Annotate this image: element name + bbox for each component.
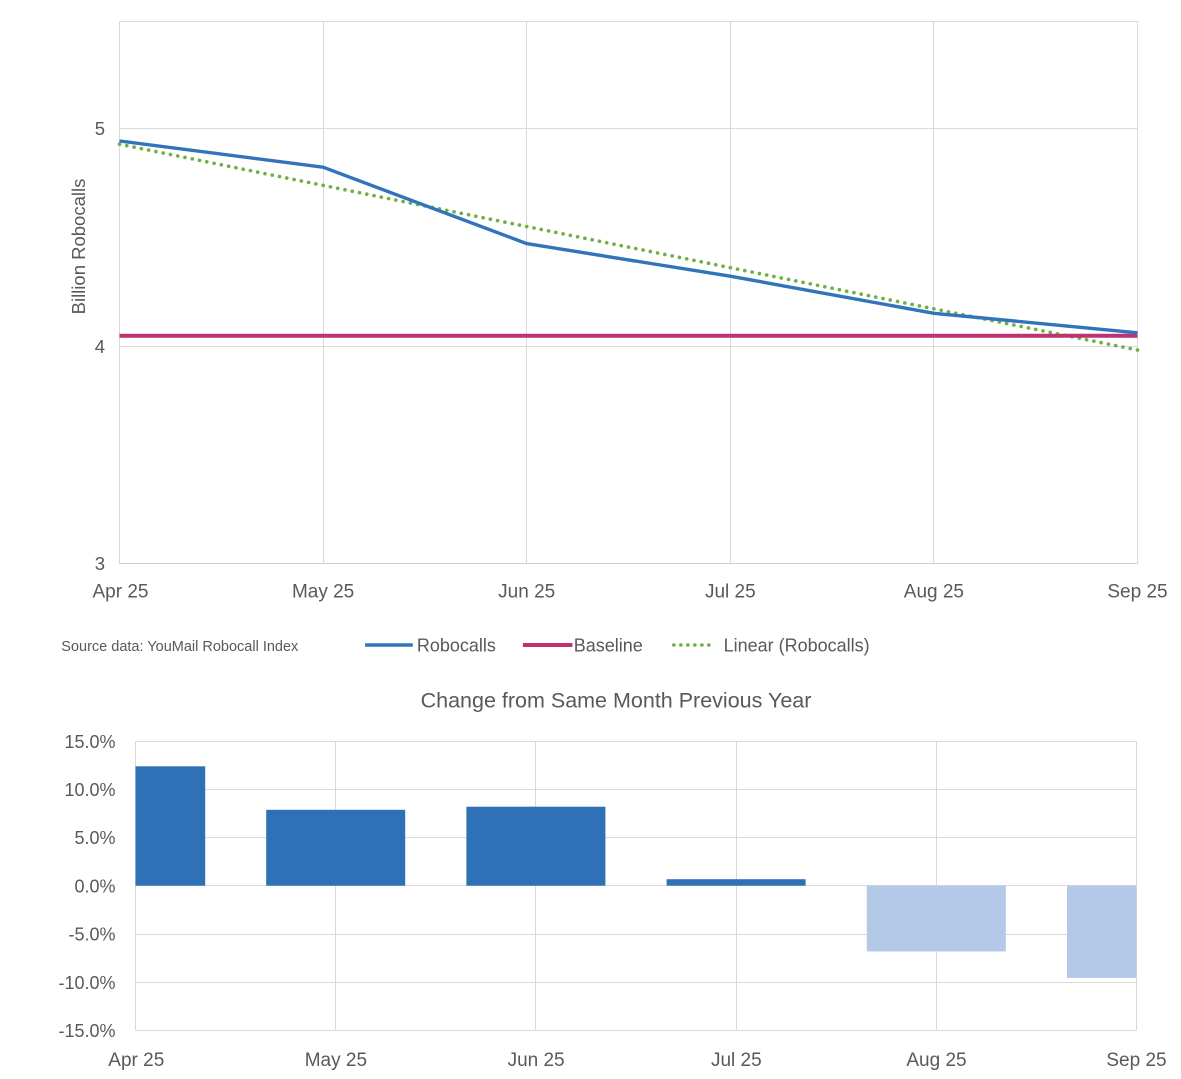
svg-text:Apr 25: Apr 25 xyxy=(93,582,149,603)
svg-text:Baseline: Baseline xyxy=(574,635,643,655)
svg-text:Sep 25: Sep 25 xyxy=(1107,582,1167,603)
svg-text:15.0%: 15.0% xyxy=(64,732,115,752)
svg-text:10.0%: 10.0% xyxy=(64,780,115,800)
svg-text:Change from Same Month Previou: Change from Same Month Previous Year xyxy=(421,689,812,713)
svg-text:Jul 25: Jul 25 xyxy=(705,582,756,603)
svg-text:May 25: May 25 xyxy=(305,1050,367,1071)
svg-text:-10.0%: -10.0% xyxy=(58,973,115,993)
svg-text:Linear (Robocalls): Linear (Robocalls) xyxy=(724,635,870,655)
svg-text:Aug 25: Aug 25 xyxy=(906,1050,966,1071)
svg-text:Billion Robocalls: Billion Robocalls xyxy=(68,179,89,315)
svg-text:Sep 25: Sep 25 xyxy=(1106,1050,1166,1071)
svg-text:0.0%: 0.0% xyxy=(74,876,115,896)
svg-text:Apr 25: Apr 25 xyxy=(108,1050,164,1071)
svg-text:-5.0%: -5.0% xyxy=(68,925,115,945)
svg-text:Jun 25: Jun 25 xyxy=(498,582,555,603)
svg-text:5: 5 xyxy=(95,118,105,139)
svg-text:Source data: YouMail Robocall: Source data: YouMail Robocall Index xyxy=(61,639,299,655)
svg-text:May 25: May 25 xyxy=(292,582,354,603)
svg-text:Jun 25: Jun 25 xyxy=(508,1050,565,1071)
svg-text:Robocalls: Robocalls xyxy=(417,635,496,655)
svg-text:4: 4 xyxy=(95,336,105,357)
svg-text:Jul 25: Jul 25 xyxy=(711,1050,762,1071)
svg-text:-15.0%: -15.0% xyxy=(58,1021,115,1041)
svg-text:3: 3 xyxy=(95,553,105,574)
svg-text:Aug 25: Aug 25 xyxy=(904,582,964,603)
svg-text:5.0%: 5.0% xyxy=(74,828,115,848)
